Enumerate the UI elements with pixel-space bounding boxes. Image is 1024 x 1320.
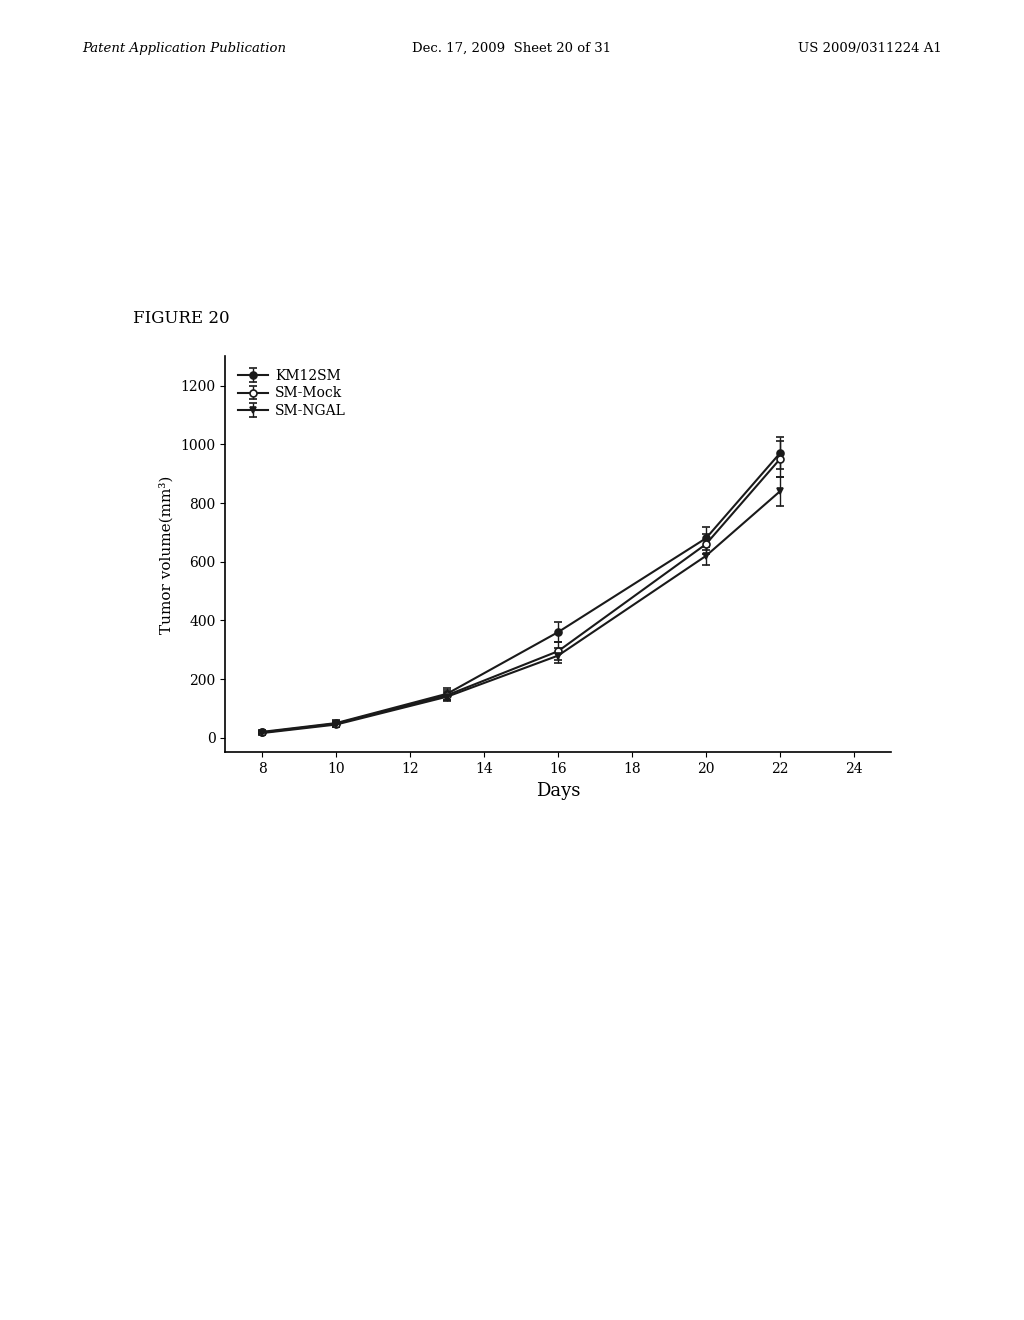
X-axis label: Days: Days xyxy=(536,781,581,800)
Legend: KM12SM, SM-Mock, SM-NGAL: KM12SM, SM-Mock, SM-NGAL xyxy=(232,363,351,424)
Text: Dec. 17, 2009  Sheet 20 of 31: Dec. 17, 2009 Sheet 20 of 31 xyxy=(413,42,611,55)
Text: US 2009/0311224 A1: US 2009/0311224 A1 xyxy=(799,42,942,55)
Text: Patent Application Publication: Patent Application Publication xyxy=(82,42,286,55)
Y-axis label: Tumor volume(mm³): Tumor volume(mm³) xyxy=(159,475,173,634)
Text: FIGURE 20: FIGURE 20 xyxy=(133,310,229,327)
